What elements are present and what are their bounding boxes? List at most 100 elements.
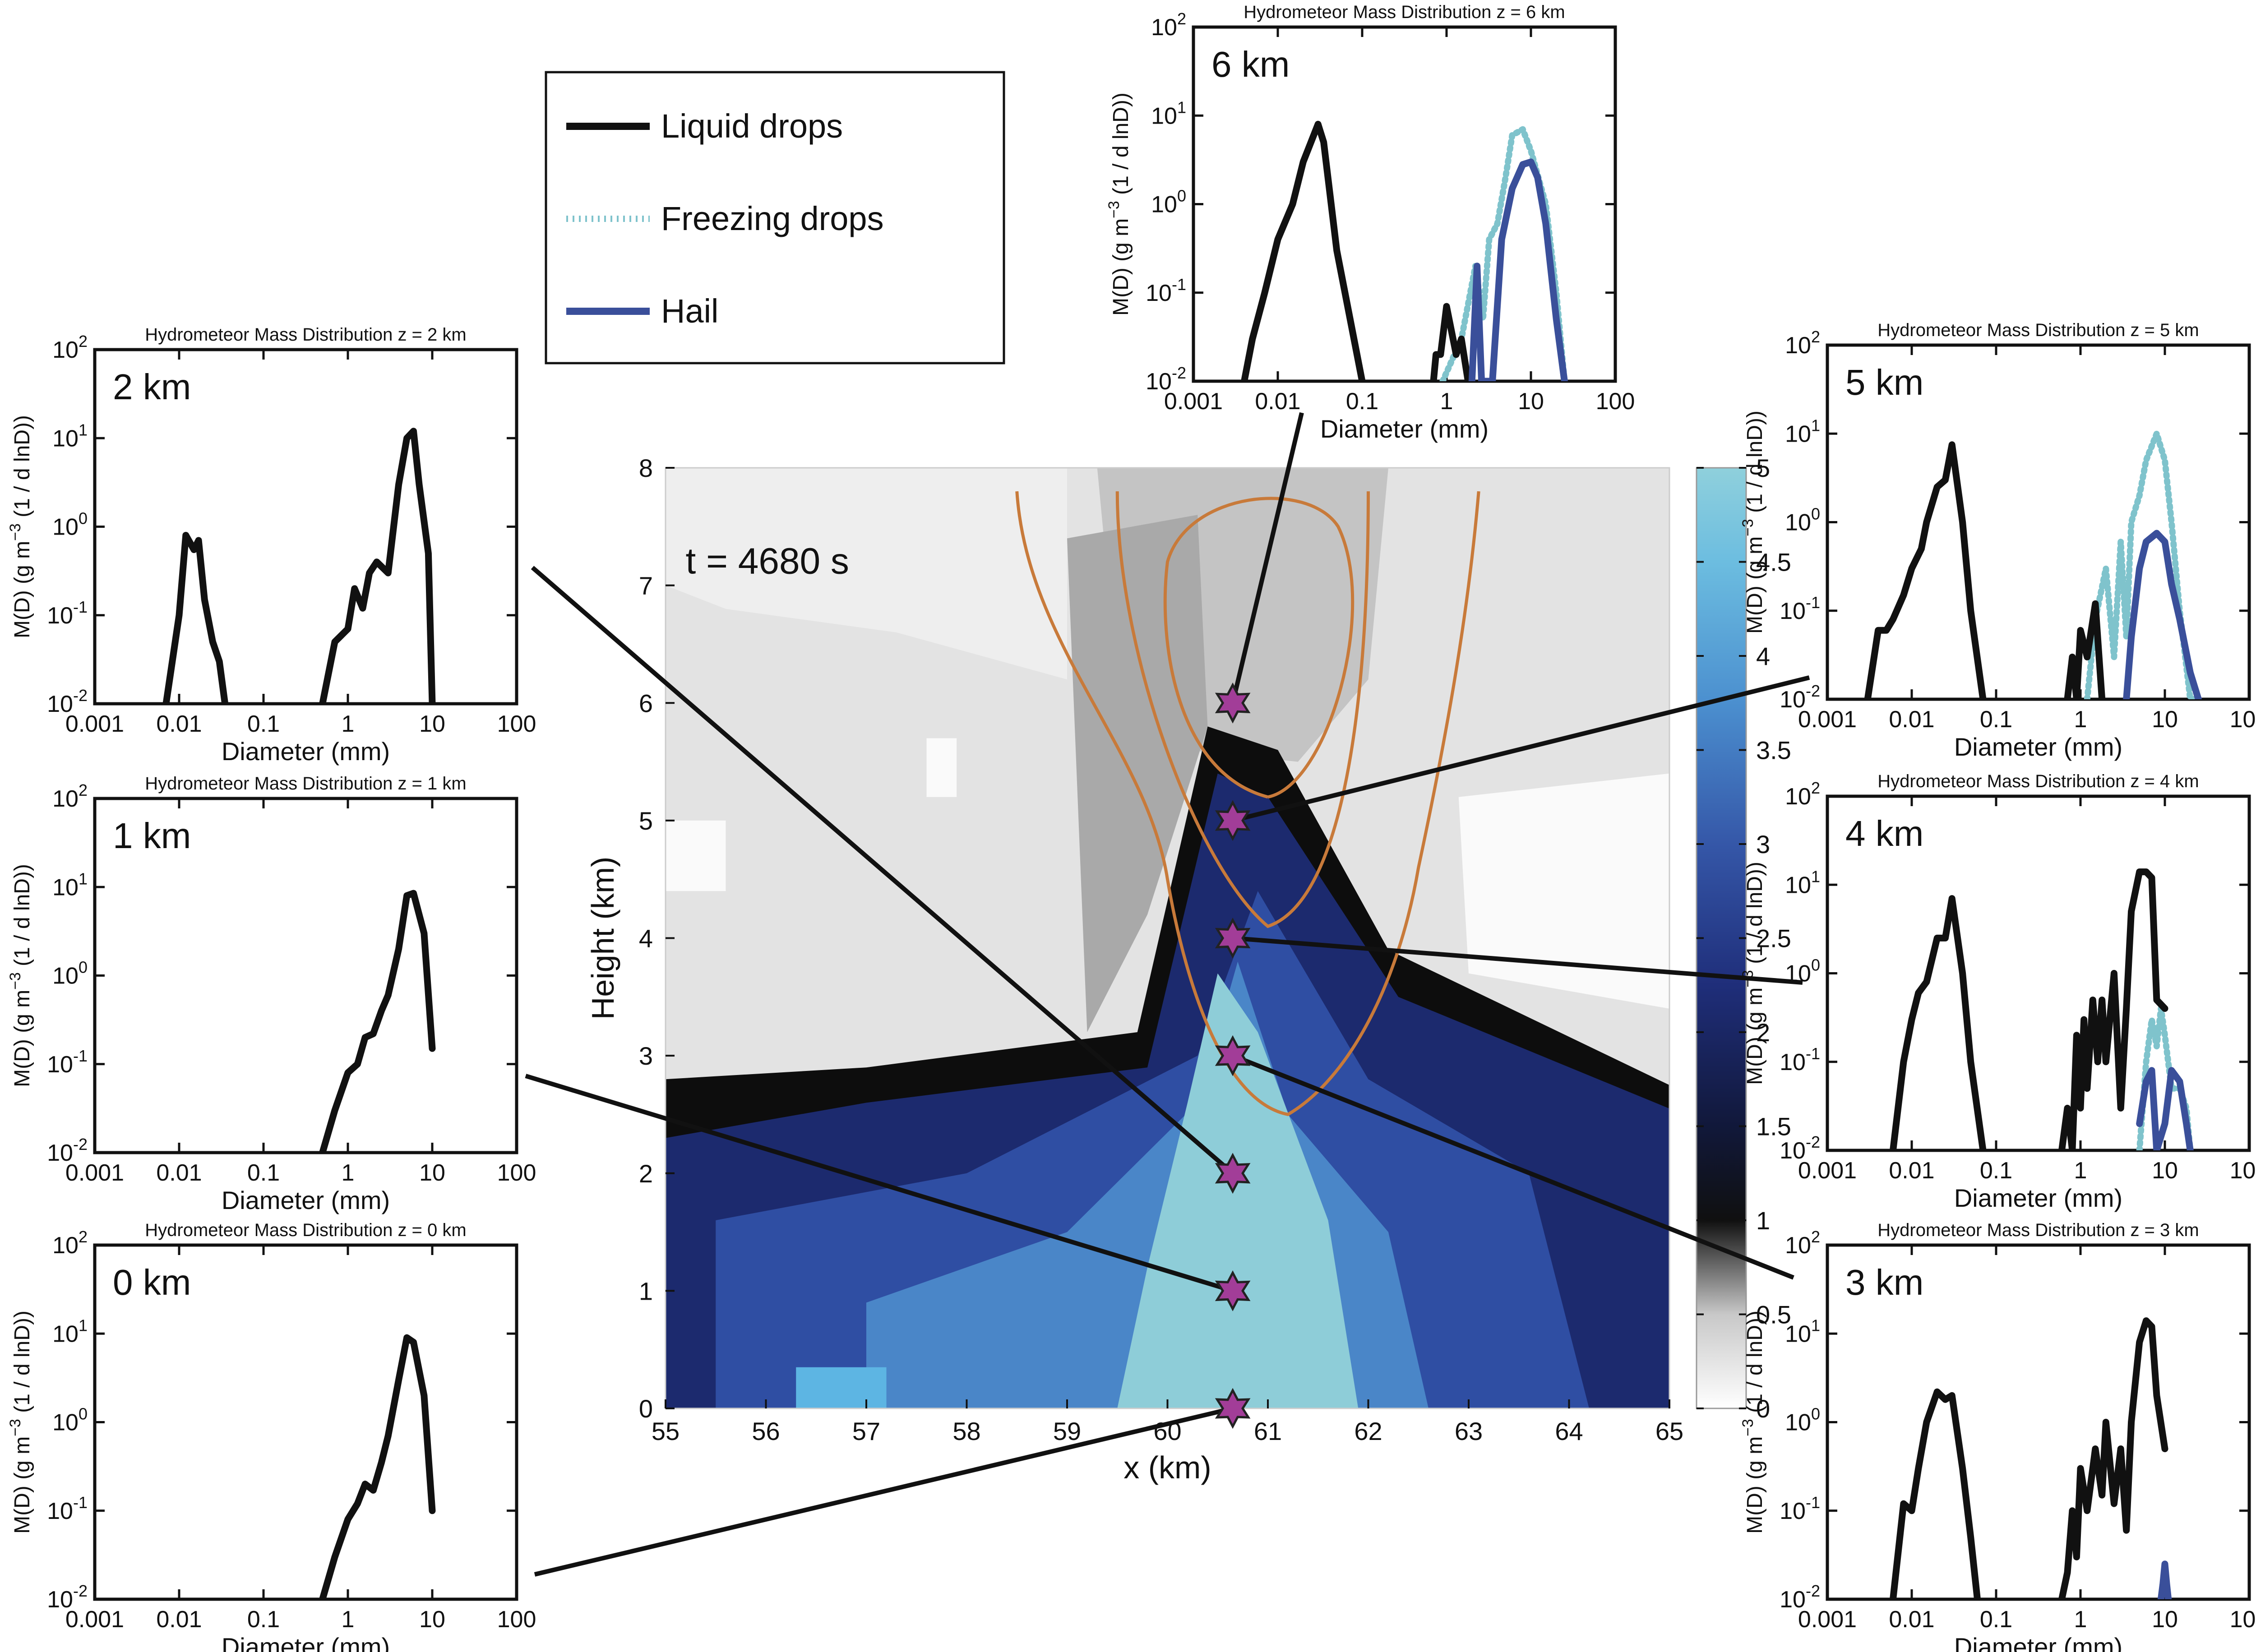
center-y-tick-label: 4: [639, 924, 653, 953]
y-tick-exponent: 0: [1811, 956, 1820, 974]
y-tick-exponent: -2: [1172, 364, 1186, 382]
panel-title: Hydrometeor Mass Distribution z = 1 km: [145, 774, 466, 794]
y-tick-exponent: -1: [1806, 1493, 1820, 1512]
y-tick-exponent: 2: [79, 781, 88, 799]
panel-1-km: Hydrometeor Mass Distribution z = 1 km 1 …: [7, 774, 536, 1214]
y-tick-exponent: -2: [1806, 682, 1820, 700]
y-tick-label: 102: [1785, 779, 1820, 810]
y-tick-label: 100: [52, 1405, 88, 1436]
y-tick-base: 10: [47, 1498, 73, 1524]
y-tick-exponent: 2: [79, 332, 88, 351]
y-tick-base: 10: [52, 337, 79, 363]
x-tick-label: 0.001: [65, 711, 124, 737]
x-tick-label: 10: [2152, 1158, 2178, 1184]
panel-frame: [93, 1243, 518, 1601]
center-x-tick-label: 58: [952, 1417, 980, 1445]
y-tick-base: 10: [1785, 510, 1811, 536]
x-tick-label: 0.01: [1255, 388, 1300, 415]
y-tick-label: 101: [1785, 1316, 1820, 1347]
y-label-part: (1 / d lnD)): [10, 1311, 34, 1419]
y-tick-base: 10: [1780, 1049, 1806, 1075]
series-liquid-line: [1890, 1388, 1981, 1599]
y-tick-label: 10-2: [1780, 1582, 1820, 1613]
x-tick-label: 0.1: [247, 711, 280, 737]
legend-label: Freezing drops: [661, 200, 884, 237]
series-hail-line: [2123, 530, 2202, 699]
colorbar-tick-label: 4: [1756, 642, 1770, 670]
heat-white-right: [1458, 773, 1669, 1009]
y-label-part: (1 / d lnD)): [1109, 92, 1133, 201]
height-star-marker: [1215, 918, 1251, 959]
x-tick-label: 0.1: [1980, 1606, 2012, 1633]
y-tick-label: 10-1: [1780, 1493, 1820, 1524]
y-tick-base: 10: [47, 1587, 73, 1613]
y-tick-label: 10-2: [1146, 364, 1186, 395]
y-tick-base: 10: [52, 1321, 79, 1347]
y-tick-label: 101: [52, 420, 88, 452]
x-tick-label: 0.001: [65, 1160, 124, 1186]
y-tick-exponent: 1: [79, 1316, 88, 1334]
x-tick-label: 100: [497, 711, 536, 737]
y-tick-exponent: -1: [73, 598, 88, 616]
panel-title: Hydrometeor Mass Distribution z = 5 km: [1877, 320, 2199, 340]
x-tick-label: 0.1: [247, 1160, 280, 1186]
y-tick-label: 10-1: [1780, 593, 1820, 624]
y-label-exponent: −3: [1739, 970, 1757, 988]
y-tick-label: 100: [52, 958, 88, 989]
panel-4-km: Hydrometeor Mass Distribution z = 4 km 4 …: [1739, 771, 2256, 1212]
y-label-part: (1 / d lnD)): [10, 415, 34, 523]
y-tick-base: 10: [52, 514, 79, 540]
y-tick-label: 101: [1785, 416, 1820, 447]
y-label-part: M(D) (g m: [1109, 218, 1133, 316]
x-tick-label: 100: [1596, 388, 1635, 415]
y-tick-label: 101: [52, 1316, 88, 1347]
y-tick-exponent: 1: [79, 869, 88, 888]
y-tick-label: 102: [52, 781, 88, 812]
height-star-marker: [1215, 1270, 1251, 1311]
y-tick-base: 10: [1146, 280, 1172, 306]
heat-white-patch: [666, 820, 726, 891]
y-axis-label: M(D) (g m−3 (1 / d lnD)): [1739, 411, 1767, 634]
x-tick-label: 100: [2230, 706, 2256, 733]
center-y-tick-label: 5: [639, 807, 653, 835]
x-tick-label: 0.01: [1889, 1606, 1934, 1633]
x-axis-label: Diameter (mm): [1954, 733, 2122, 761]
connector-line: [531, 566, 1234, 1175]
y-tick-base: 10: [52, 786, 79, 812]
heat-cyan-patch: [796, 1367, 887, 1408]
y-tick-exponent: 0: [79, 1405, 88, 1423]
center-x-tick-label: 56: [752, 1417, 780, 1445]
panel-2-km: Hydrometeor Mass Distribution z = 2 km 2 …: [7, 325, 536, 766]
center-y-tick-label: 1: [639, 1277, 653, 1305]
y-tick-label: 101: [1785, 867, 1820, 898]
y-axis-label: M(D) (g m−3 (1 / d lnD)): [7, 864, 34, 1087]
center-x-tick-label: 55: [652, 1417, 680, 1445]
y-tick-exponent: -2: [73, 1582, 88, 1600]
y-tick-exponent: 2: [1811, 1227, 1820, 1246]
colorbar-tick-label: 3.5: [1756, 736, 1791, 765]
y-tick-label: 100: [52, 509, 88, 540]
center-x-tick-label: 64: [1555, 1417, 1583, 1445]
colorbar-tick-label: 4.5: [1756, 548, 1791, 577]
y-label-part: (1 / d lnD)): [1743, 1311, 1767, 1419]
colorbar-tick-label: 5: [1756, 454, 1770, 482]
x-tick-label: 10: [2152, 1606, 2178, 1633]
x-tick-label: 0.1: [1980, 706, 2012, 733]
height-star-marker: [1215, 1388, 1251, 1429]
y-tick-label: 10-1: [47, 1047, 88, 1078]
y-tick-label: 10-1: [47, 598, 88, 629]
y-tick-base: 10: [47, 691, 73, 717]
y-tick-base: 10: [1151, 103, 1177, 129]
y-tick-exponent: -1: [73, 1493, 88, 1512]
y-tick-label: 101: [1151, 98, 1186, 129]
x-tick-label: 10: [419, 1606, 445, 1633]
y-tick-exponent: -1: [1806, 1044, 1820, 1063]
x-axis-label: Diameter (mm): [1954, 1184, 2122, 1212]
contour-line: [1015, 491, 1480, 1117]
heat-gray-band: [1067, 515, 1208, 1032]
y-tick-label: 102: [52, 1227, 88, 1259]
center-x-tick-label: 61: [1254, 1417, 1282, 1445]
height-star-marker: [1215, 1153, 1251, 1194]
colorbar-tick-label: 0.5: [1756, 1301, 1791, 1329]
